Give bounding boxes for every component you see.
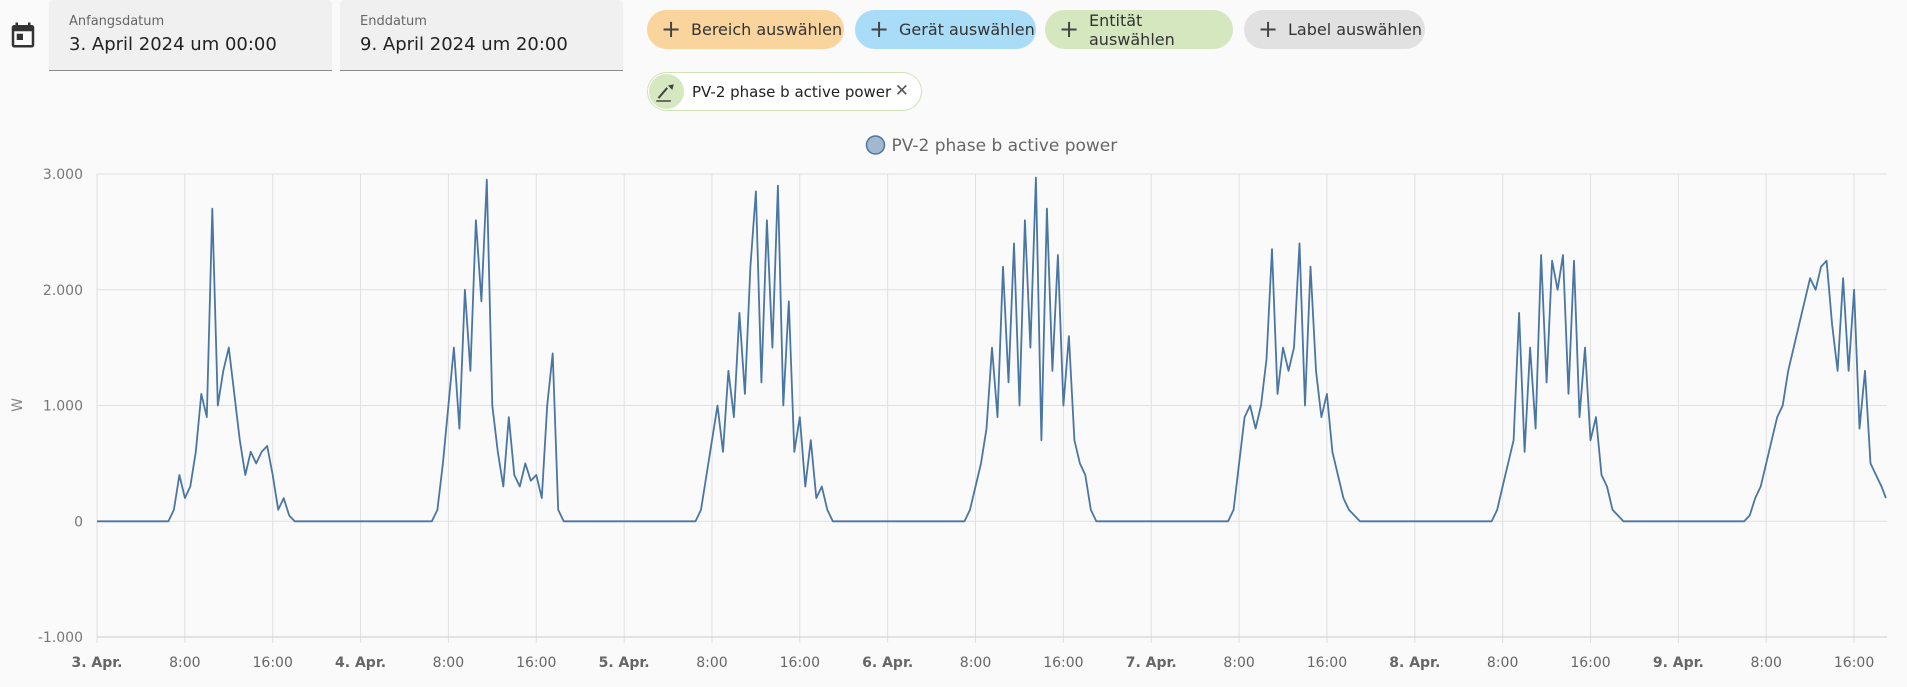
x-tick-label: 8:00: [960, 655, 991, 671]
x-tick-label: 9. Apr.: [1653, 655, 1704, 671]
chip-text: PV-2 phase b active power: [692, 82, 892, 101]
y-tick-label: 3.000: [43, 167, 83, 183]
field-value: 3. April 2024 um 00:00: [69, 34, 277, 55]
x-tick-label: 6. Apr.: [862, 655, 913, 671]
entity-icon: [649, 74, 684, 109]
y-tick-label: -1.000: [38, 630, 83, 646]
start-date-field[interactable]: Anfangsdatum 3. April 2024 um 00:00: [49, 0, 332, 71]
calendar-icon[interactable]: [8, 20, 38, 50]
y-tick-label: 1.000: [43, 399, 83, 415]
x-tick-label: 7. Apr.: [1126, 655, 1177, 671]
end-date-field[interactable]: Enddatum 9. April 2024 um 20:00: [340, 0, 623, 71]
chip-text: Entität auswählen: [1089, 10, 1175, 49]
x-tick-label: 8:00: [1487, 655, 1518, 671]
x-tick-label: 16:00: [1834, 655, 1874, 671]
x-tick-label: 3. Apr.: [71, 655, 122, 671]
x-tick-label: 16:00: [780, 655, 820, 671]
x-tick-label: 5. Apr.: [599, 655, 650, 671]
x-tick-label: 16:00: [253, 655, 293, 671]
field-label: Enddatum: [360, 14, 427, 29]
y-tick-label: 0: [74, 514, 83, 530]
data-line: [97, 176, 1887, 523]
y-tick-label: 2.000: [43, 283, 83, 299]
x-tick-label: 4. Apr.: [335, 655, 386, 671]
x-tick-label: 16:00: [1043, 655, 1083, 671]
entity-chip[interactable]: + Entität auswählen: [1045, 10, 1233, 49]
remove-button[interactable]: ✕: [894, 81, 909, 101]
y-axis-label: W: [10, 398, 26, 412]
x-tick-label: 8:00: [1223, 655, 1254, 671]
x-tick-label: 8:00: [696, 655, 727, 671]
chip-text: Gerät auswählen: [899, 20, 1035, 39]
label-chip[interactable]: + Label auswählen: [1244, 10, 1425, 49]
x-tick-label: 16:00: [1307, 655, 1347, 671]
chip-text: Bereich auswählen: [691, 20, 843, 39]
x-tick-label: 16:00: [1570, 655, 1610, 671]
chart: W -1.000 0 1.000 2.000 3.000 3. Apr. 8:00 16:00…: [10, 135, 1887, 671]
x-tick-label: 16:00: [516, 655, 556, 671]
legend-marker: [865, 135, 886, 155]
x-tick-label: 8:00: [1750, 655, 1781, 671]
field-value: 9. April 2024 um 20:00: [360, 34, 568, 55]
x-tick-label: 8:00: [433, 655, 464, 671]
field-label: Anfangsdatum: [69, 14, 165, 29]
selected-entity-chip[interactable]: PV-2 phase b active power ✕: [647, 72, 922, 111]
legend-label: PV-2 phase b active power: [892, 136, 1118, 156]
x-tick-label: 8. Apr.: [1389, 655, 1440, 671]
chip-text: Label auswählen: [1288, 20, 1422, 39]
device-chip[interactable]: + Gerät auswählen: [855, 10, 1036, 49]
area-chip[interactable]: + Bereich auswählen: [647, 10, 844, 49]
x-tick-label: 8:00: [169, 655, 200, 671]
